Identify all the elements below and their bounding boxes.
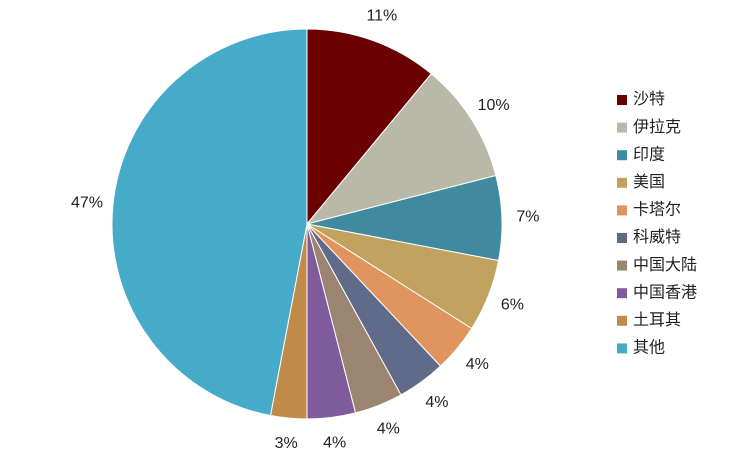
data-label: 4% <box>377 421 400 438</box>
pie-slice <box>305 73 497 225</box>
legend-label: 美国 <box>633 173 665 191</box>
data-label: 3% <box>275 435 298 452</box>
legend-label: 伊拉克 <box>633 118 681 136</box>
legend-swatch <box>617 343 627 354</box>
legend-label: 中国香港 <box>633 283 697 301</box>
pie-slice <box>306 28 433 226</box>
legend-label: 沙特 <box>633 90 665 108</box>
data-label: 4% <box>323 434 346 451</box>
data-label: 4% <box>466 356 489 373</box>
legend-swatch <box>617 260 627 271</box>
legend-label: 土耳其 <box>633 311 681 329</box>
pie-slice <box>111 28 308 417</box>
legend-label: 卡塔尔 <box>633 201 681 219</box>
legend-swatch <box>617 150 627 161</box>
data-label: 7% <box>516 208 539 225</box>
data-label: 4% <box>425 394 448 411</box>
legend-label: 科威特 <box>633 228 681 246</box>
data-label: 6% <box>501 297 524 314</box>
legend-label: 中国大陆 <box>633 256 697 274</box>
legend-swatch <box>617 205 627 216</box>
legend-swatch <box>617 288 627 299</box>
legend-swatch <box>617 177 627 188</box>
legend-swatch <box>617 233 627 243</box>
legend-swatch <box>617 122 627 133</box>
legend-swatch <box>617 315 627 326</box>
legend-label: 其他 <box>633 339 665 357</box>
data-label: 47% <box>71 194 103 211</box>
data-label: 11% <box>366 7 397 24</box>
legend-label: 印度 <box>633 145 665 163</box>
data-label: 10% <box>478 97 510 114</box>
legend-swatch <box>617 95 627 105</box>
